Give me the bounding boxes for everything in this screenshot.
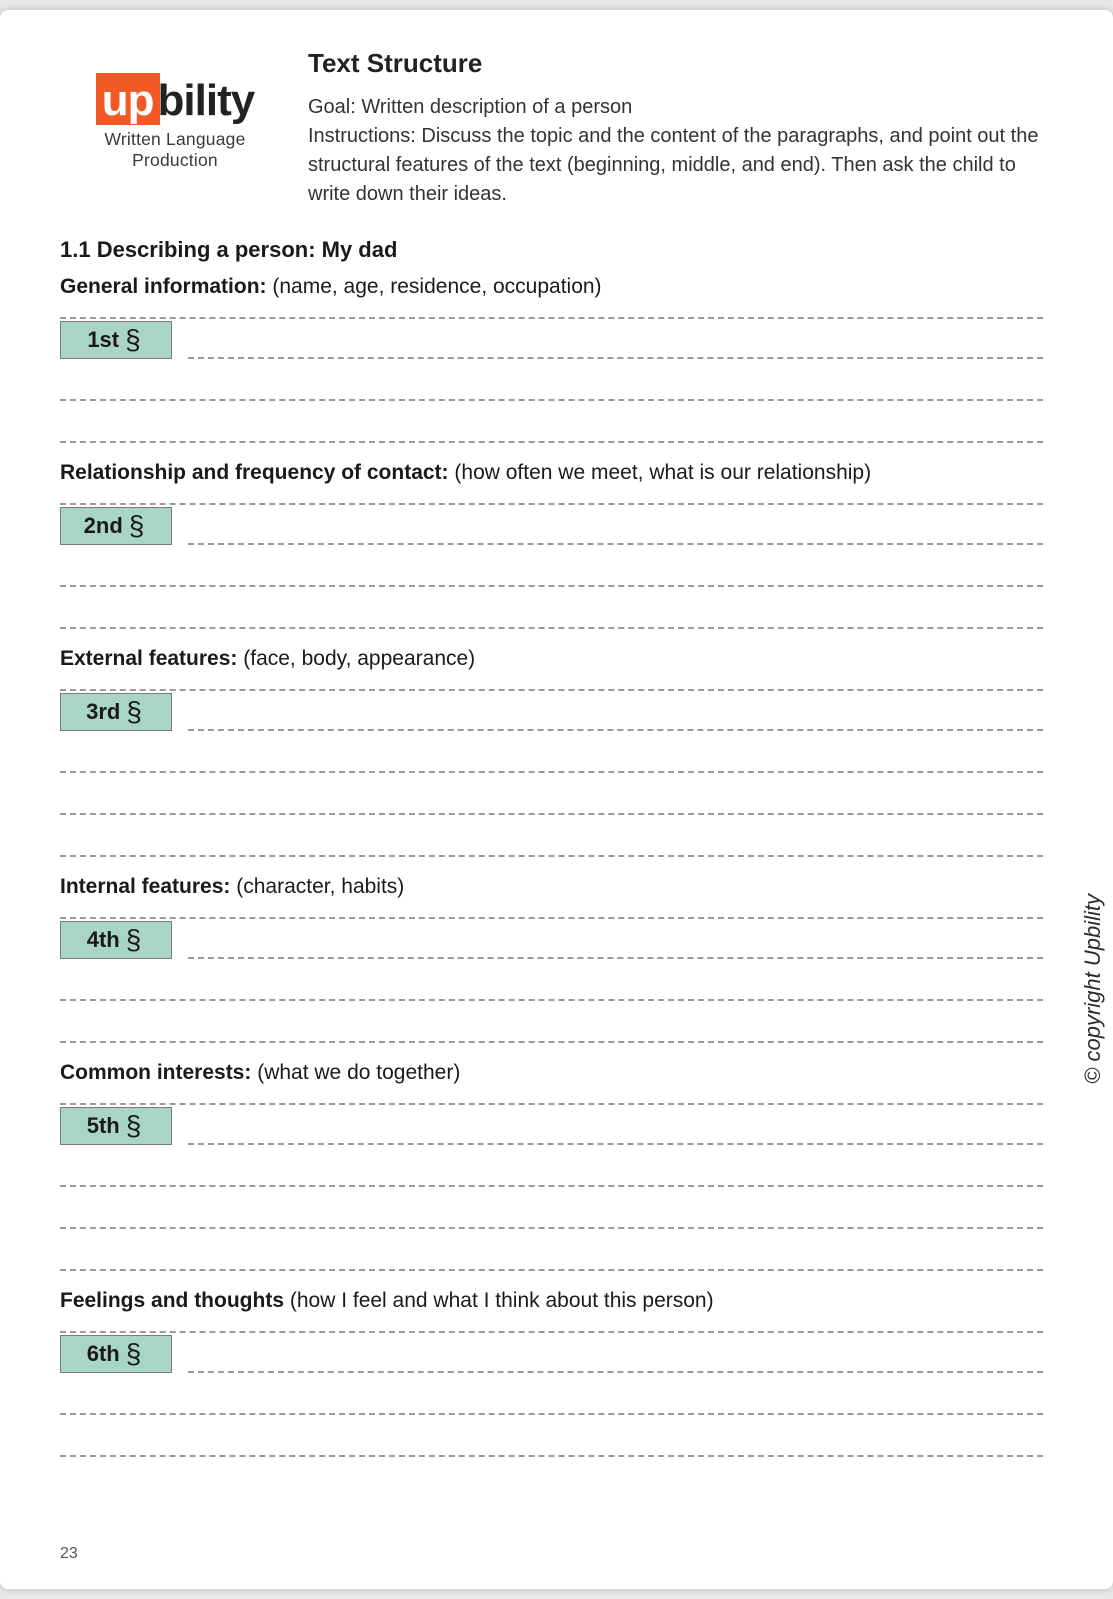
paragraph-block: General information: (name, age, residen…	[60, 275, 1043, 443]
writing-line	[60, 1319, 1043, 1333]
paragraph-blocks: General information: (name, age, residen…	[60, 275, 1043, 1457]
prompt-rest: (name, age, residence, occupation)	[272, 275, 601, 298]
instructions-text: Discuss the topic and the content of the…	[308, 125, 1038, 205]
paragraph-prompt: External features: (face, body, appearan…	[60, 647, 1043, 671]
prompt-bold: Common interests:	[60, 1061, 257, 1084]
prompt-rest: (face, body, appearance)	[243, 647, 475, 670]
tag-line: 3rd§	[60, 695, 1043, 731]
writing-line	[188, 1337, 1043, 1373]
writing-line	[60, 1193, 1043, 1229]
goal-line: Goal: Written description of a person	[308, 93, 1043, 122]
paragraph-block: Feelings and thoughts (how I feel and wh…	[60, 1289, 1043, 1457]
section-symbol-icon: §	[125, 326, 141, 354]
writing-line	[188, 1109, 1043, 1145]
writing-line	[60, 737, 1043, 773]
tag-line: 1st§	[60, 323, 1043, 359]
section-title: 1.1 Describing a person: My dad	[60, 237, 1043, 263]
paragraph-tag: 4th§	[60, 921, 172, 959]
instructions-label: Instructions:	[308, 125, 416, 147]
paragraph-tag: 1st§	[60, 321, 172, 359]
paragraph-prompt: Feelings and thoughts (how I feel and wh…	[60, 1289, 1043, 1313]
prompt-rest: (character, habits)	[236, 875, 404, 898]
writing-line	[60, 821, 1043, 857]
paragraph-prompt: General information: (name, age, residen…	[60, 275, 1043, 299]
writing-line	[60, 905, 1043, 919]
writing-line	[60, 491, 1043, 505]
paragraph-tag: 2nd§	[60, 507, 172, 545]
writing-line	[60, 551, 1043, 587]
writing-line	[60, 1007, 1043, 1043]
paragraph-prompt: Internal features: (character, habits)	[60, 875, 1043, 899]
worksheet-page: upbility Written Language Production Tex…	[0, 10, 1113, 1589]
prompt-bold: General information:	[60, 275, 272, 298]
writing-line	[60, 1091, 1043, 1105]
tag-ordinal: 5th	[87, 1113, 120, 1139]
header-row: upbility Written Language Production Tex…	[60, 48, 1043, 209]
writing-line	[60, 1151, 1043, 1187]
prompt-bold: Feelings and thoughts	[60, 1289, 290, 1312]
tag-line: 2nd§	[60, 509, 1043, 545]
writing-line	[60, 1379, 1043, 1415]
header-text: Text Structure Goal: Written description…	[290, 48, 1043, 209]
prompt-bold: Relationship and frequency of contact:	[60, 461, 454, 484]
instructions-line: Instructions: Discuss the topic and the …	[308, 122, 1043, 209]
paragraph-prompt: Common interests: (what we do together)	[60, 1061, 1043, 1085]
tag-ordinal: 1st	[87, 327, 119, 353]
prompt-bold: Internal features:	[60, 875, 236, 898]
writing-line	[60, 1235, 1043, 1271]
paragraph-block: External features: (face, body, appearan…	[60, 647, 1043, 857]
logo: upbility	[60, 73, 290, 125]
writing-line	[60, 407, 1043, 443]
logo-box: up	[96, 73, 160, 125]
paragraph-tag: 6th§	[60, 1335, 172, 1373]
writing-line	[188, 509, 1043, 545]
logo-rest: bility	[158, 73, 255, 123]
worksheet-content: 1.1 Describing a person: My dad General …	[60, 237, 1043, 1457]
tag-line: 5th§	[60, 1109, 1043, 1145]
prompt-bold: External features:	[60, 647, 243, 670]
paragraph-block: Internal features: (character, habits) 4t…	[60, 875, 1043, 1043]
tag-line: 4th§	[60, 923, 1043, 959]
page-number: 23	[60, 1545, 78, 1563]
tag-ordinal: 2nd	[84, 513, 123, 539]
writing-line	[60, 1421, 1043, 1457]
section-symbol-icon: §	[126, 698, 142, 726]
writing-line	[60, 779, 1043, 815]
tag-ordinal: 4th	[87, 927, 120, 953]
writing-line	[188, 695, 1043, 731]
section-symbol-icon: §	[129, 512, 145, 540]
writing-line	[60, 305, 1043, 319]
tag-ordinal: 6th	[87, 1341, 120, 1367]
writing-line	[188, 323, 1043, 359]
paragraph-block: Relationship and frequency of contact: (…	[60, 461, 1043, 629]
goal-label: Goal:	[308, 96, 356, 118]
logo-subtitle: Written Language Production	[60, 129, 290, 171]
section-symbol-icon: §	[126, 926, 142, 954]
paragraph-tag: 5th§	[60, 1107, 172, 1145]
tag-ordinal: 3rd	[86, 699, 120, 725]
page-title: Text Structure	[308, 48, 1043, 79]
paragraph-block: Common interests: (what we do together) 5…	[60, 1061, 1043, 1271]
writing-line	[188, 923, 1043, 959]
writing-line	[60, 365, 1043, 401]
section-symbol-icon: §	[126, 1112, 142, 1140]
goal-text: Written description of a person	[361, 96, 632, 118]
prompt-rest: (what we do together)	[257, 1061, 460, 1084]
writing-line	[60, 677, 1043, 691]
tag-line: 6th§	[60, 1337, 1043, 1373]
section-symbol-icon: §	[126, 1340, 142, 1368]
prompt-rest: (how I feel and what I think about this …	[290, 1289, 714, 1312]
copyright-sidebar: © copyright Upbility	[1080, 894, 1106, 1084]
logo-block: upbility Written Language Production	[60, 48, 290, 171]
writing-line	[60, 965, 1043, 1001]
paragraph-tag: 3rd§	[60, 693, 172, 731]
writing-line	[60, 593, 1043, 629]
prompt-rest: (how often we meet, what is our relation…	[454, 461, 871, 484]
paragraph-prompt: Relationship and frequency of contact: (…	[60, 461, 1043, 485]
